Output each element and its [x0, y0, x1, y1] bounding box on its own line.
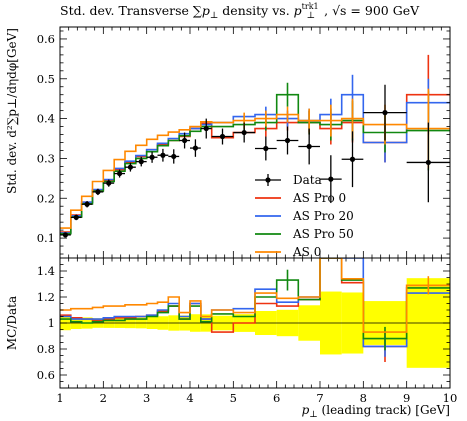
x-tick-label: 7 [316, 391, 323, 405]
ratio-tick-label: 1 [48, 316, 55, 330]
series-line-3 [60, 113, 450, 229]
y-tick-label: 0.6 [37, 32, 55, 46]
data-point [116, 170, 123, 177]
legend-label: AS 0 [292, 245, 321, 259]
ratio-tick-label: 0.6 [37, 368, 55, 382]
ratio-series-group [60, 258, 450, 362]
legend-label: Data [293, 173, 322, 187]
data-point [84, 201, 90, 207]
x-tick-label: 3 [143, 391, 150, 405]
data-point [284, 137, 291, 144]
ratio-line-3 [60, 258, 450, 333]
x-tick-label: 4 [186, 391, 193, 405]
ratio-tick-label: 0.8 [37, 342, 55, 356]
y-tick-label: 0.4 [37, 112, 55, 126]
x-tick-label: 5 [230, 391, 237, 405]
legend-label: AS Pro 20 [292, 209, 354, 223]
y-tick-label: 0.3 [37, 151, 55, 165]
data-point [203, 125, 209, 132]
x-tick-label: 2 [100, 391, 107, 405]
data-point [138, 159, 144, 165]
legend-swatch-data-point [265, 177, 271, 183]
x-tick-label: 9 [403, 391, 410, 405]
data-point [219, 133, 226, 140]
x-axis-label: p⊥ (leading track) [GeV] [302, 403, 450, 420]
legend-label: AS Pro 0 [292, 191, 346, 205]
data-point [349, 156, 356, 162]
data-point [192, 145, 199, 151]
y-tick-label: 0.5 [37, 72, 55, 86]
ratio-plot: 1 2 3 4 5 6 7 8 9 10 0.6 0.8 1 1.2 1.4 [37, 257, 458, 405]
series-line-1 [60, 93, 450, 234]
x-tick-label: 1 [56, 391, 63, 405]
data-point [425, 159, 431, 166]
chart-title: Std. dev. Transverse ∑p⊥ density vs. ptr… [60, 2, 420, 21]
ratio-tick-label: 1.4 [37, 264, 55, 278]
data-point [306, 143, 312, 150]
data-point [73, 214, 79, 220]
data-point [149, 154, 155, 160]
main-series-group [60, 54, 450, 235]
data-point [171, 153, 177, 160]
data-point [127, 164, 134, 170]
data-point [106, 180, 112, 186]
data-point [241, 129, 247, 136]
data-point [382, 110, 388, 116]
data-point [328, 176, 334, 182]
data-point [263, 145, 269, 152]
data-point [95, 189, 101, 195]
x-tick-label: 8 [360, 391, 367, 405]
data-point [62, 232, 69, 238]
y-axis-label: Std. dev. d²∑p⊥/dηdφ[GeV] [5, 28, 19, 194]
legend-label: AS Pro 50 [292, 227, 354, 241]
data-points [60, 84, 450, 238]
series-line-2 [60, 93, 450, 235]
data-point [181, 137, 188, 144]
x-tick-label: 10 [443, 391, 458, 405]
x-tick-label: 6 [273, 391, 280, 405]
y-tick-label: 0.2 [37, 191, 55, 205]
data-point [160, 152, 166, 158]
ratio-tick-label: 1.2 [37, 290, 55, 304]
y-tick-label: 0.1 [37, 231, 55, 245]
legend: Data AS Pro 0 AS Pro 20 AS Pro 50 AS 0 [255, 173, 354, 259]
ratio-y-axis-label: MC/Data [5, 296, 19, 350]
